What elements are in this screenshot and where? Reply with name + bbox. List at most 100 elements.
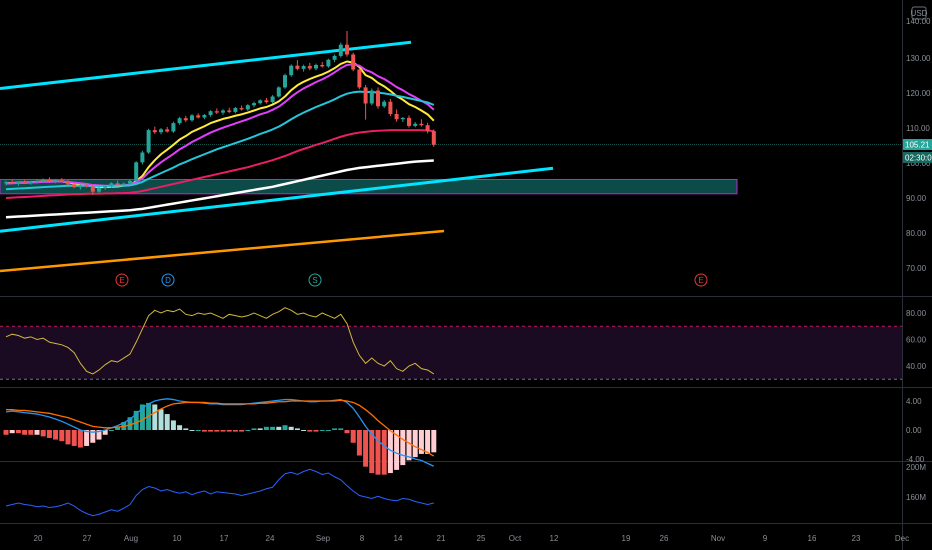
candle-body — [59, 180, 64, 182]
candle-body — [307, 66, 312, 69]
event-marker[interactable] — [694, 273, 708, 287]
rsi-band — [0, 326, 902, 380]
rsi-tick-label: 60.00 — [906, 336, 927, 345]
price-tick-label: 80.00 — [906, 229, 927, 238]
macd-histogram-bar — [257, 428, 263, 430]
candle-body — [233, 108, 238, 112]
macd-histogram-bar — [46, 430, 52, 438]
macd-histogram-bar — [270, 426, 276, 430]
zone-box[interactable] — [0, 178, 738, 195]
macd-tick-label: -4.00 — [906, 455, 925, 464]
macd-histogram-bar — [53, 430, 59, 440]
candle-body — [314, 65, 318, 69]
candle-body — [208, 111, 213, 116]
candle-body — [394, 114, 399, 120]
macd-histogram-bar — [195, 430, 201, 431]
rsi-tick-label: 40.00 — [906, 362, 927, 371]
macd-histogram-bar — [251, 428, 257, 430]
candle-body — [128, 180, 132, 184]
candle-body — [289, 65, 294, 76]
macd-histogram-bar — [394, 430, 400, 470]
candle-body — [431, 131, 436, 145]
last-price-tag — [903, 139, 932, 150]
macd-histogram-bar — [152, 404, 158, 430]
macd-histogram-bar — [307, 430, 313, 432]
time-axis-label: 27 — [83, 534, 92, 543]
macd-histogram-bar — [164, 414, 170, 430]
event-marker[interactable] — [161, 273, 175, 287]
macd-histogram-bar — [369, 430, 375, 474]
macd-histogram-bar — [425, 430, 431, 454]
macd-histogram-bar — [183, 428, 189, 430]
candle-body — [152, 130, 157, 133]
candle-body — [4, 182, 8, 184]
macd-tick-label: 4.00 — [906, 397, 922, 406]
macd-histogram-bar — [15, 430, 21, 434]
time-axis-label: 20 — [34, 534, 43, 543]
macd-tick-label: 0.00 — [906, 426, 922, 435]
volume-tick-label: 160M — [906, 493, 926, 502]
volume-tick-label: 200M — [906, 463, 926, 472]
candle-body — [270, 96, 275, 103]
macd-histogram-bar — [28, 430, 34, 435]
time-axis-label: 9 — [763, 534, 768, 543]
event-marker-letter: D — [165, 276, 171, 285]
macd-histogram-bar — [332, 428, 338, 430]
candle-body — [419, 123, 424, 126]
candle-body — [363, 87, 368, 104]
candle-body — [159, 129, 163, 133]
macd-histogram-bar — [158, 409, 164, 430]
candle-body — [165, 129, 170, 132]
macd-histogram-bar — [3, 430, 9, 435]
candle-body — [53, 180, 58, 182]
candle-body — [276, 87, 281, 97]
macd-histogram-bar — [276, 426, 282, 430]
macd-histogram-bar — [127, 417, 133, 430]
macd-histogram-bar — [201, 430, 207, 432]
candle-body — [22, 181, 27, 183]
currency-label: USD — [911, 9, 928, 18]
event-marker[interactable] — [115, 273, 129, 287]
macd-histogram-bar — [387, 430, 393, 474]
candle-body — [16, 181, 21, 184]
moving-average-line — [5, 63, 435, 187]
last-price-value: 105.21 — [905, 141, 930, 150]
time-axis-label: 21 — [437, 534, 446, 543]
candle-body — [121, 183, 126, 185]
time-axis-label: Oct — [509, 534, 522, 543]
macd-histogram-bar — [65, 430, 71, 445]
macd-histogram-bar — [319, 430, 325, 431]
macd-histogram-bar — [245, 430, 251, 431]
candle-body — [245, 105, 250, 110]
candle-body — [376, 90, 380, 107]
price-tick-label: 130.00 — [906, 54, 931, 63]
macd-histogram-bar — [139, 404, 145, 430]
macd-signal-line — [6, 399, 435, 457]
currency-box[interactable] — [911, 6, 927, 20]
macd-line — [5, 398, 435, 467]
candle-body — [283, 75, 287, 88]
macd-histogram-bar — [406, 430, 412, 461]
candle-body — [103, 186, 108, 188]
candle-body — [196, 115, 201, 118]
macd-histogram-bar — [412, 430, 418, 458]
candle-body — [221, 110, 225, 113]
macd-histogram-bar — [294, 428, 300, 430]
candle-body — [239, 108, 244, 110]
time-axis-label: Dec — [895, 534, 909, 543]
candle-body — [10, 182, 15, 184]
candle-body — [407, 117, 411, 126]
candle-body — [369, 90, 374, 104]
candle-body — [214, 111, 219, 113]
rsi-tick-label: 80.00 — [906, 309, 927, 318]
rsi-line — [5, 307, 435, 375]
candle-body — [264, 100, 269, 103]
macd-histogram-bar — [59, 430, 65, 442]
macd-histogram-bar — [400, 430, 406, 466]
macd-histogram-bar — [115, 426, 121, 430]
event-marker[interactable] — [308, 273, 322, 287]
candle-body — [171, 123, 176, 132]
candle-body — [252, 103, 256, 106]
candle-body — [400, 117, 405, 120]
